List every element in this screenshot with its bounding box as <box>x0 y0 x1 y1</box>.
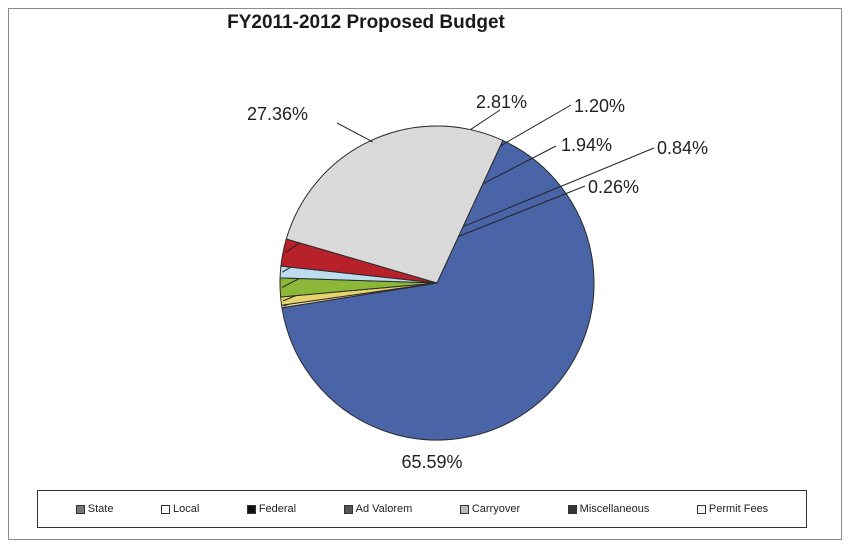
legend-item-permit-fees: Permit Fees <box>696 503 769 515</box>
legend-swatch-carryover <box>459 504 469 514</box>
data-label-carryover: 1.20% <box>574 96 625 116</box>
legend-swatch-ad-valorem <box>343 504 353 514</box>
legend-label-carryover: Carryover <box>471 503 521 515</box>
legend-item-state: State <box>75 503 114 515</box>
pie-slice-state <box>281 139 595 441</box>
legend-label-miscellaneous: Miscellaneous <box>579 503 650 515</box>
legend-item-ad-valorem: Ad Valorem <box>343 503 413 515</box>
chart-title: FY2011-2012 Proposed Budget <box>227 12 505 33</box>
leader-line-permit-fees <box>336 122 374 143</box>
legend-item-federal: Federal <box>246 503 297 515</box>
legend-swatch-permit-fees <box>696 504 706 514</box>
data-label-ad-valorem: 1.94% <box>561 135 612 155</box>
legend-item-miscellaneous: Miscellaneous <box>567 503 650 515</box>
data-label-miscellaneous: 2.81% <box>476 92 527 112</box>
data-label-permit-fees: 27.36% <box>247 104 308 124</box>
legend-swatch-federal <box>246 504 256 514</box>
legend-label-federal: Federal <box>258 503 297 515</box>
legend-label-permit-fees: Permit Fees <box>708 503 769 515</box>
legend-label-local: Local <box>172 503 200 515</box>
pie-slice-permit-fees <box>285 125 504 284</box>
legend: State Local Federal Ad Valorem Carryover… <box>37 490 807 528</box>
legend-label-state: State <box>87 503 114 515</box>
legend-label-ad-valorem: Ad Valorem <box>355 503 413 515</box>
data-label-federal: 0.84% <box>657 138 708 158</box>
data-label-state: 65.59% <box>401 452 462 472</box>
legend-item-local: Local <box>160 503 200 515</box>
legend-item-carryover: Carryover <box>459 503 521 515</box>
data-label-local: 0.26% <box>588 177 639 197</box>
legend-swatch-miscellaneous <box>567 504 577 514</box>
legend-swatch-state <box>75 504 85 514</box>
legend-swatch-local <box>160 504 170 514</box>
